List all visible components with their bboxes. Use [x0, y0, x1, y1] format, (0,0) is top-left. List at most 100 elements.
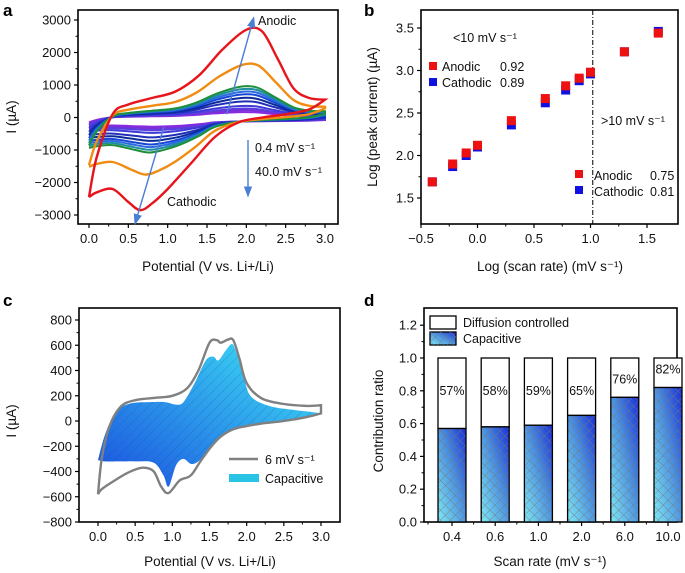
legend-label: Cathodic	[594, 185, 643, 199]
x-tick-label: 1.0	[163, 529, 181, 544]
scan-rate-min-label: 0.4 mV s⁻¹	[255, 141, 315, 155]
x-tick-label: −0.5	[408, 231, 434, 246]
x-tick-label: 0.4	[443, 529, 461, 544]
y-tick-label: 3.0	[396, 63, 414, 78]
cathodic-arrow	[133, 127, 165, 226]
legend-value: 0.75	[650, 169, 674, 183]
y-tick-label: 1000	[42, 78, 71, 93]
x-tick-label: 0.5	[525, 231, 543, 246]
legend-swatch-diffusion	[429, 315, 457, 330]
legend-label: Capacitive	[463, 332, 521, 346]
x-axis-label: Potential (V vs. Li+/Li)	[142, 259, 274, 274]
legend-value: 0.89	[500, 76, 524, 90]
y-tick-label: 2.5	[396, 106, 414, 121]
x-tick-label: 0.5	[119, 231, 137, 246]
x-tick-label: 1.0	[159, 231, 177, 246]
bar-capacitive-hatch	[653, 386, 683, 523]
cv-curve	[88, 85, 326, 154]
legend-label: 6 mV s⁻¹	[265, 453, 315, 467]
x-tick-label: 0.0	[80, 231, 98, 246]
y-tick-label: 0.2	[399, 482, 417, 497]
panel-a-cv-curves: 0.0 0.5 1.0 1.5 2.0 2.5 3.0 3000 2000 1000 0 −1000 −…	[4, 9, 339, 274]
bar-data-label: 82%	[655, 363, 680, 377]
legend-label: Anodic	[594, 169, 632, 183]
region-label-low: <10 mV s⁻¹	[453, 31, 517, 45]
scatter-point-anodic	[619, 47, 629, 57]
y-tick-label: 0.8	[399, 383, 417, 398]
y-tick-label: −2000	[34, 175, 71, 190]
y-axis-label: I (µA)	[4, 404, 19, 437]
bar-diffusion	[653, 357, 683, 389]
bar-data-label: 76%	[612, 372, 637, 386]
total-cv-curve	[96, 337, 323, 495]
y-tick-label: 0	[65, 414, 72, 429]
x-tick-label: 1.0	[581, 231, 599, 246]
y-tick-label: −600	[43, 489, 72, 504]
bar-capacitive-hatch	[523, 424, 554, 523]
scatter-point-anodic	[448, 159, 458, 169]
panel-letter-a: a	[3, 1, 13, 20]
bar-capacitive-hatch	[437, 427, 467, 523]
axis-ticks: −0.5 0.0 0.5 1.0 1.5 1.5 2.0 2.5 3.0 3.5	[396, 21, 656, 247]
scan-rate-max-label: 40.0 mV s⁻¹	[255, 165, 322, 179]
scatter-point-anodic	[540, 94, 550, 104]
bar-capacitive-hatch	[610, 396, 640, 523]
cv-curve-group	[87, 26, 329, 212]
y-axis-label: I (µA)	[4, 100, 19, 133]
y-tick-label: 400	[50, 363, 72, 378]
scatter-point-anodic	[461, 148, 471, 158]
bar-diffusion	[566, 357, 597, 417]
cv-curve	[87, 26, 329, 212]
x-tick-label: 3.0	[312, 529, 330, 544]
y-tick-label: 2.0	[396, 148, 414, 163]
legend-value: 0.92	[500, 60, 524, 74]
x-tick-label: 1.5	[638, 231, 656, 246]
bar-data-label: 58%	[483, 384, 508, 398]
y-tick-label: −400	[43, 464, 72, 479]
panel-letter-c: c	[3, 291, 12, 310]
y-tick-label: 0.4	[399, 449, 417, 464]
x-axis-label: Scan rate (mV s⁻¹)	[494, 554, 607, 569]
x-tick-label: 2.0	[238, 529, 256, 544]
y-tick-label: 200	[50, 388, 72, 403]
legend-label: Capacitive	[265, 472, 323, 486]
region-label-high: >10 mV s⁻¹	[601, 114, 665, 128]
scatter-points	[427, 26, 663, 187]
legend-label: Anodic	[442, 60, 480, 74]
x-tick-label: 3.0	[316, 231, 334, 246]
x-tick-label: 2.0	[237, 231, 255, 246]
x-tick-label: 1.0	[529, 529, 547, 544]
bar-data-label: 65%	[569, 384, 594, 398]
y-tick-label: −3000	[34, 208, 71, 223]
x-axis-label: Potential (V vs. Li+/Li)	[144, 554, 276, 569]
y-tick-label: −1000	[34, 143, 71, 158]
y-tick-label: 1.2	[399, 318, 417, 333]
scatter-point-anodic	[574, 73, 584, 83]
legend-marker-cathodic	[429, 78, 437, 86]
y-tick-label: 800	[50, 313, 72, 328]
x-tick-label: 0.0	[89, 529, 107, 544]
axis-ticks: 0.0 0.2 0.4 0.6 0.8 1.0 1.2	[399, 318, 424, 530]
scatter-point-anodic	[653, 28, 663, 38]
legend-marker-anodic	[429, 62, 437, 70]
y-tick-label: −200	[43, 439, 72, 454]
panel-d-contribution-bars: 57% 0.4 58% 0.6 59% 1.0 65% 2.0 76% 6.0 82% 10.0 0.…	[371, 307, 683, 569]
scatter-point-anodic	[473, 140, 482, 150]
x-tick-label: 0.0	[468, 231, 486, 246]
scatter-point-anodic	[427, 177, 437, 187]
x-tick-label: 2.0	[573, 529, 591, 544]
cathodic-label: Cathodic	[167, 195, 216, 209]
panel-b-log-plot: −0.5 0.0 0.5 1.0 1.5 1.5 2.0 2.5 3.0 3.5 <10 mV s…	[365, 9, 679, 274]
bars: 57% 0.4 58% 0.6 59% 1.0 65% 2.0 76% 6.0 82% 10.0	[427, 357, 683, 544]
y-axis-label: Log (peak current) (µA)	[365, 47, 380, 187]
panel-letter-d: d	[364, 291, 374, 310]
y-tick-label: 3.5	[396, 21, 414, 36]
bar-capacitive-hatch	[566, 414, 597, 523]
x-tick-label: 0.5	[126, 529, 144, 544]
x-tick-label: 10.0	[655, 529, 680, 544]
panel-letter-b: b	[364, 1, 374, 20]
legend-swatch-hatch	[430, 332, 456, 345]
legend-label: Diffusion controlled	[463, 316, 569, 330]
bar-capacitive-hatch	[480, 426, 510, 523]
